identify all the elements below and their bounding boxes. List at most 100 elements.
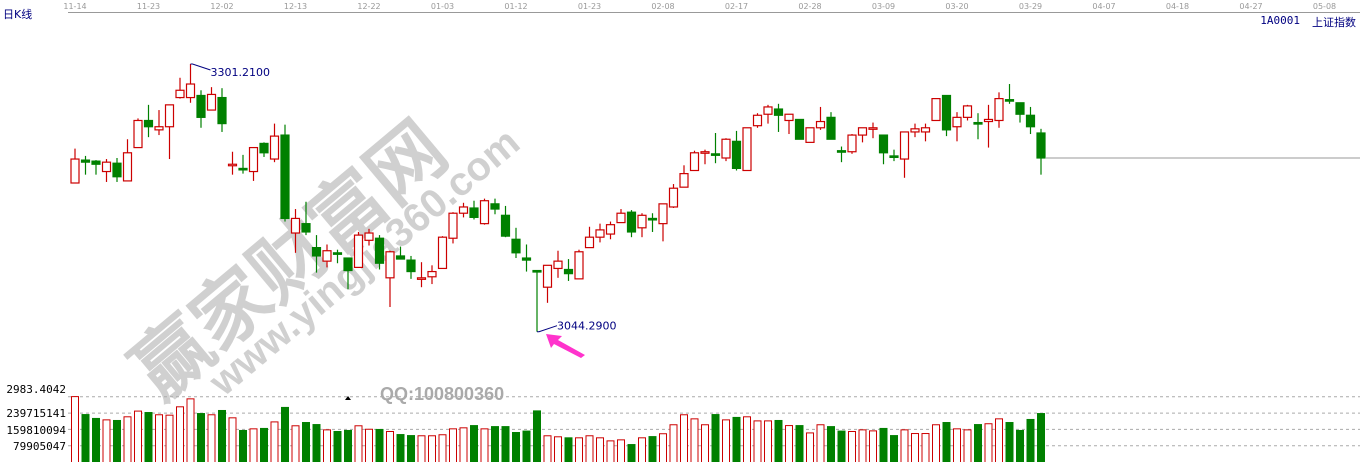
candle <box>91 160 101 175</box>
volume-bar <box>659 433 667 462</box>
candle-body <box>784 113 794 122</box>
volume-bar <box>197 413 205 462</box>
candle <box>427 265 437 285</box>
candle-body <box>227 163 238 167</box>
volume-bar <box>71 396 79 462</box>
volume-bar <box>512 432 520 462</box>
candle-body <box>532 269 542 273</box>
volume-bar <box>155 414 163 462</box>
volume-bar <box>260 427 268 462</box>
x-tick-label: 01-03 <box>431 2 454 11</box>
candle-body <box>437 236 448 270</box>
candle <box>815 106 826 130</box>
volume-bar <box>1005 422 1014 462</box>
candle-body <box>511 238 521 254</box>
candle-body <box>1015 102 1025 115</box>
x-tick-label: 03-09 <box>872 2 895 11</box>
candle <box>857 127 868 143</box>
candle-body <box>353 234 364 269</box>
volume-bar <box>1026 418 1035 462</box>
volume-bar <box>869 430 877 462</box>
candle <box>437 236 448 270</box>
x-tick-label: 03-20 <box>945 2 968 11</box>
candle <box>280 124 290 222</box>
candle <box>1004 84 1015 104</box>
volume-bar <box>501 426 510 462</box>
volume-bar <box>176 406 184 462</box>
candle-body <box>490 203 500 210</box>
candle-body <box>616 212 626 224</box>
candle-body <box>91 160 101 165</box>
candle <box>973 113 983 140</box>
candle-body <box>595 229 605 238</box>
candle <box>763 104 773 124</box>
security-name: 上证指数 <box>1312 16 1356 29</box>
volume-bar <box>302 422 310 462</box>
security-code: 1A0001 <box>1260 14 1300 27</box>
volume-bar <box>596 437 604 462</box>
candle <box>500 205 511 238</box>
candle <box>458 202 469 218</box>
annotation-leader <box>537 325 558 333</box>
candle-body <box>721 138 731 159</box>
volume-bar <box>354 425 363 462</box>
candle-body <box>899 131 910 160</box>
candle <box>616 209 626 224</box>
candle <box>532 269 542 332</box>
candle <box>710 132 721 164</box>
candle-body <box>847 134 857 153</box>
candle-body <box>175 89 185 99</box>
candle <box>605 221 616 240</box>
candle-body <box>196 94 206 118</box>
volume-bar <box>974 424 982 462</box>
volume-bar <box>606 440 615 462</box>
candle <box>679 165 689 188</box>
volume-bar <box>743 416 751 462</box>
volume-bar <box>323 429 331 462</box>
candle <box>133 118 143 149</box>
candle <box>416 262 427 288</box>
candle-body <box>889 155 899 159</box>
candle-body <box>154 126 164 131</box>
volume-bar <box>837 430 846 462</box>
candle <box>448 212 458 244</box>
candle-body <box>973 121 983 125</box>
x-tick-label: 02-17 <box>725 2 748 11</box>
candle <box>899 131 910 178</box>
candle <box>143 104 154 138</box>
annotation-label: 3301.2100 <box>211 66 271 79</box>
x-tick-label: 02-08 <box>651 2 674 11</box>
candle <box>910 123 920 138</box>
volume-tick-label: 79905047 <box>13 440 66 453</box>
candle-body <box>448 212 458 239</box>
candle <box>364 228 374 246</box>
candle <box>805 127 815 143</box>
volume-bar <box>617 439 625 462</box>
candle-body <box>668 187 679 208</box>
candle <box>637 213 647 238</box>
candle-body <box>301 223 311 233</box>
candle <box>217 88 227 132</box>
candle <box>721 138 731 162</box>
volume-bar <box>711 414 720 462</box>
candle-body <box>658 203 668 225</box>
candle-body <box>983 118 994 123</box>
candle <box>343 257 353 290</box>
candle-body <box>238 167 248 171</box>
candle <box>154 110 164 136</box>
candle-body <box>280 134 290 220</box>
volume-tick-label: 239715141 <box>6 407 66 420</box>
x-tick-label: 02-28 <box>798 2 821 11</box>
candle <box>700 149 710 165</box>
volume-bar <box>144 412 153 462</box>
candle <box>773 103 784 132</box>
volume-bar <box>270 421 279 462</box>
volume-bar <box>680 414 688 462</box>
volume-bar <box>207 414 216 462</box>
candle <box>269 123 280 163</box>
volume-bar <box>564 437 573 462</box>
volume-bar <box>449 428 457 462</box>
candle <box>584 226 595 249</box>
volume-bar <box>932 424 940 462</box>
